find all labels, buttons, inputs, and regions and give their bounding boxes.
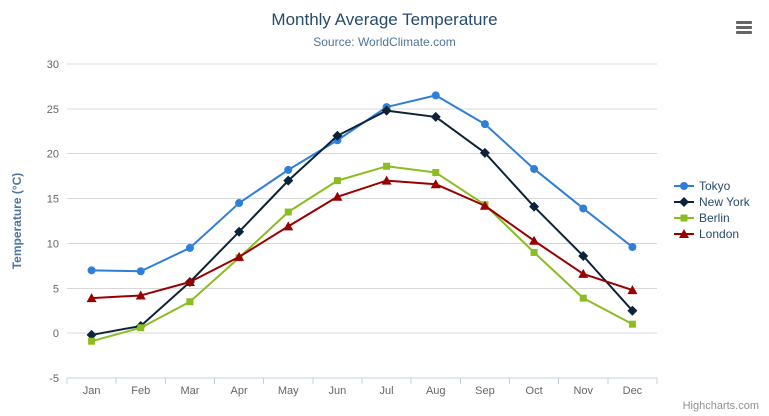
data-point-new-york[interactable]: [529, 201, 540, 212]
legend-item-tokyo[interactable]: Tokyo: [674, 178, 750, 194]
legend-item-label: Tokyo: [699, 179, 731, 193]
y-axis-tick-label: 30: [47, 59, 59, 71]
data-point-tokyo[interactable]: [235, 199, 244, 208]
data-point-new-york[interactable]: [86, 329, 97, 340]
legend-marker-circle-icon: [674, 182, 694, 190]
data-point-london[interactable]: [529, 235, 540, 245]
data-point-london[interactable]: [430, 179, 441, 189]
x-axis-tick-label: Jan: [83, 385, 101, 397]
data-point-london[interactable]: [234, 251, 245, 261]
data-point-new-york[interactable]: [627, 305, 638, 316]
x-axis-tick-label: Dec: [623, 385, 643, 397]
x-axis-tick-label: Apr: [231, 385, 248, 397]
data-point-tokyo[interactable]: [87, 266, 96, 275]
series-line-tokyo[interactable]: [90, 94, 634, 273]
data-point-tokyo[interactable]: [136, 267, 145, 276]
hamburger-icon[interactable]: [736, 21, 752, 34]
legend-item-london[interactable]: London: [674, 226, 750, 242]
data-point-london[interactable]: [381, 175, 392, 185]
x-axis-tick-label: Oct: [526, 385, 543, 397]
x-axis-tick-label: Aug: [426, 385, 446, 397]
y-axis-tick-label: 25: [47, 104, 59, 116]
series-line-berlin[interactable]: [90, 165, 634, 343]
data-point-tokyo[interactable]: [628, 243, 637, 252]
data-point-london[interactable]: [184, 277, 195, 287]
data-point-new-york[interactable]: [578, 250, 589, 261]
data-point-london[interactable]: [135, 290, 146, 300]
data-point-london[interactable]: [86, 293, 97, 303]
chart-title: Monthly Average Temperature: [271, 10, 498, 29]
legend-item-berlin[interactable]: Berlin: [674, 210, 750, 226]
x-axis-tick-label: May: [278, 385, 299, 397]
x-axis-tick-label: Feb: [131, 385, 150, 397]
data-point-berlin[interactable]: [579, 294, 587, 302]
data-point-new-york[interactable]: [381, 105, 392, 116]
data-point-berlin[interactable]: [186, 298, 194, 306]
legend-item-new-york[interactable]: New York: [674, 194, 750, 210]
x-axis-tick-label: Mar: [180, 385, 199, 397]
series-line-london[interactable]: [90, 179, 634, 300]
x-axis-tick-label: Sep: [475, 385, 495, 397]
x-axis-tick-label: Jul: [380, 385, 394, 397]
x-axis-tick-label: Jun: [329, 385, 347, 397]
legend-item-label: New York: [699, 195, 750, 209]
hamburger-bar: [736, 21, 752, 24]
data-point-london[interactable]: [578, 268, 589, 278]
data-point-tokyo[interactable]: [579, 204, 588, 213]
data-point-tokyo[interactable]: [185, 243, 194, 252]
data-point-berlin[interactable]: [333, 177, 341, 185]
data-point-berlin[interactable]: [383, 162, 391, 170]
y-axis-tick-label: 10: [47, 238, 59, 250]
data-point-tokyo[interactable]: [431, 91, 440, 100]
y-axis-tick-label: 5: [53, 283, 59, 295]
data-point-berlin[interactable]: [628, 320, 636, 328]
legend: Tokyo New York Berlin London: [674, 178, 750, 242]
data-point-berlin[interactable]: [530, 248, 538, 256]
data-point-new-york[interactable]: [479, 147, 490, 158]
data-point-new-york[interactable]: [332, 130, 343, 141]
legend-marker-triangle-icon: [674, 229, 694, 238]
credits-link[interactable]: Highcharts.com: [682, 400, 759, 412]
data-point-berlin[interactable]: [432, 169, 440, 177]
legend-marker-square-icon: [674, 214, 694, 222]
data-point-tokyo[interactable]: [530, 164, 539, 173]
chart-subtitle: Source: WorldClimate.com: [313, 35, 456, 49]
y-axis-tick-label: 20: [47, 149, 59, 161]
x-axis-tick-label: Nov: [573, 385, 593, 397]
data-point-london[interactable]: [332, 191, 343, 201]
hamburger-bar: [736, 31, 752, 34]
data-point-berlin[interactable]: [88, 337, 96, 345]
data-point-london[interactable]: [283, 221, 294, 231]
data-point-berlin[interactable]: [137, 324, 145, 332]
series-line-new-york[interactable]: [90, 109, 634, 336]
data-point-new-york[interactable]: [283, 175, 294, 186]
data-point-tokyo[interactable]: [284, 165, 293, 174]
data-point-berlin[interactable]: [284, 208, 292, 216]
y-axis-tick-label: -5: [49, 373, 59, 385]
y-axis-tick-label: 0: [53, 328, 59, 340]
data-point-london[interactable]: [479, 200, 490, 210]
legend-item-label: Berlin: [699, 211, 730, 225]
data-point-london[interactable]: [627, 285, 638, 295]
y-axis-tick-label: 15: [47, 194, 59, 206]
legend-marker-diamond-icon: [674, 197, 694, 207]
data-point-new-york[interactable]: [430, 111, 441, 122]
legend-item-label: London: [699, 227, 740, 241]
data-point-new-york[interactable]: [234, 226, 245, 237]
hamburger-bar: [736, 26, 752, 29]
data-point-tokyo[interactable]: [480, 120, 489, 129]
